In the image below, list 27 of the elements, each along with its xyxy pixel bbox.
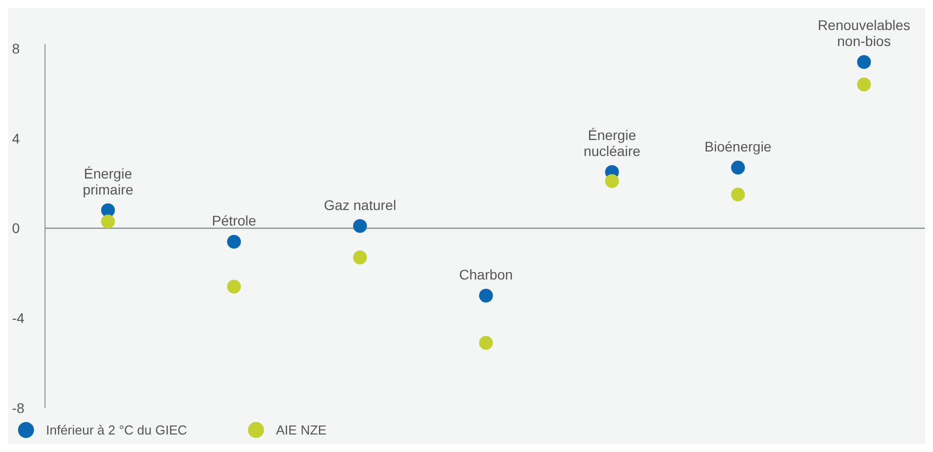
point — [857, 78, 871, 92]
x-tick-label: Pétrole — [212, 212, 256, 229]
point — [353, 250, 367, 264]
point — [731, 188, 745, 202]
x-tick-label: Énergie primaire — [82, 165, 134, 198]
point — [479, 288, 493, 303]
x-tick-label: Gaz naturel — [324, 197, 396, 213]
y-tick-label: -8 — [12, 400, 25, 416]
point — [479, 336, 493, 350]
x-tick-label: Renouvelables non-bios — [818, 16, 910, 49]
legend-label: Inférieur à 2 °C du GIEC — [46, 422, 188, 438]
y-tick-label: 0 — [12, 220, 20, 236]
point — [605, 174, 619, 188]
x-tick-label: Énergie nucléaire — [584, 127, 641, 160]
point — [227, 280, 241, 294]
y-tick-label: 4 — [12, 130, 20, 146]
point — [101, 203, 115, 218]
point — [227, 234, 241, 249]
point — [731, 160, 745, 174]
point — [101, 214, 115, 228]
x-tick-label: Bioénergie — [704, 138, 772, 155]
y-tick-label: -4 — [12, 310, 25, 326]
point — [353, 219, 367, 233]
x-tick-label: Charbon — [459, 266, 513, 283]
point — [857, 55, 871, 69]
legend-label: AIE NZE — [276, 422, 327, 438]
y-tick-label: 8 — [12, 40, 20, 56]
